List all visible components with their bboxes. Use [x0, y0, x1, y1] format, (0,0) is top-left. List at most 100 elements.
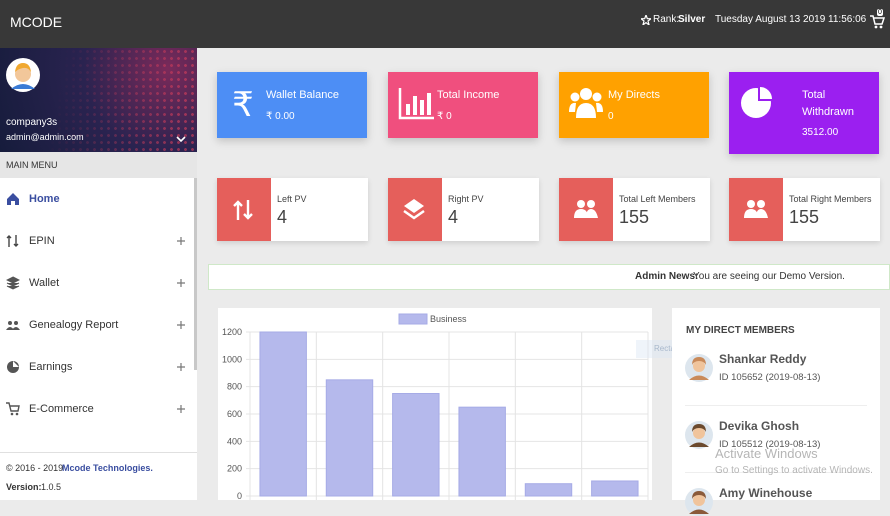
- rank-label: Rank:: [653, 14, 680, 25]
- stat-icon: [569, 88, 603, 118]
- bar: [524, 483, 573, 497]
- menu-item[interactable]: EPIN: [0, 220, 194, 262]
- member-avatar: [685, 421, 713, 449]
- menu-icon: [7, 193, 19, 205]
- expand-icon: [177, 321, 185, 329]
- stat-icon: [398, 88, 434, 120]
- datetime: Tuesday August 13 2019 11:56:06: [715, 14, 867, 25]
- legend-swatch: [398, 313, 428, 325]
- svg-text:₹: ₹: [232, 86, 254, 122]
- stat-title: Wallet Balance: [266, 89, 339, 101]
- y-tick-label: 400: [227, 436, 242, 446]
- menu-item[interactable]: E-Commerce: [0, 388, 194, 430]
- menu-label: Earnings: [29, 361, 73, 373]
- legend-label: Business: [430, 314, 467, 324]
- member-avatar: [685, 488, 713, 516]
- expand-icon: [177, 363, 185, 371]
- stat-card[interactable]: Total Income ₹ 0: [388, 72, 538, 138]
- member-name: Amy Winehouse: [719, 486, 813, 500]
- pv-card[interactable]: Total Left Members 155: [559, 178, 710, 241]
- version: 1.0.5: [41, 482, 62, 492]
- pv-card[interactable]: Total Right Members 155: [729, 178, 880, 241]
- menu-title: MAIN MENU: [0, 152, 197, 178]
- stat-icon: ₹: [232, 86, 254, 122]
- pv-title: Total Left Members: [619, 194, 696, 204]
- pv-title: Right PV: [448, 194, 484, 204]
- stat-value: ₹ 0.00: [266, 111, 295, 122]
- pv-value: 4: [448, 207, 459, 227]
- menu-label: EPIN: [29, 235, 55, 247]
- members-title: MY DIRECT MEMBERS: [686, 325, 795, 336]
- scrollbar[interactable]: [194, 178, 197, 370]
- pv-icon-box: [559, 178, 613, 241]
- pv-card[interactable]: Right PV 4: [388, 178, 539, 241]
- expand-icon: [177, 279, 185, 287]
- menu-icon: [7, 361, 19, 373]
- pv-icon: [744, 200, 768, 218]
- bar: [259, 331, 307, 497]
- menu-item[interactable]: Home: [0, 178, 194, 220]
- chart: 0 200 400 600 800 1000 1200 Business: [222, 313, 649, 501]
- brand[interactable]: MCODE: [10, 14, 63, 30]
- bar: [325, 379, 374, 497]
- pv-value: 4: [277, 207, 288, 227]
- stat-title: Total Withdrawn: [802, 89, 854, 118]
- menu-icon: [6, 321, 20, 330]
- pv-card[interactable]: Left PV 4: [217, 178, 368, 241]
- stat-value: 0: [608, 111, 614, 122]
- divider: [685, 472, 867, 473]
- menu-icon: [6, 276, 20, 290]
- chevron[interactable]: [176, 136, 186, 143]
- company-link[interactable]: Mcode Technologies.: [62, 463, 153, 473]
- stat-value: 3512.00: [802, 127, 839, 138]
- pv-icon-box: [729, 178, 783, 241]
- menu-label: Wallet: [29, 277, 60, 289]
- pv-icon: [403, 199, 425, 220]
- y-tick-label: 1200: [222, 327, 242, 337]
- menu-label: E-Commerce: [29, 403, 94, 415]
- copyright: © 2016 - 2019: [6, 463, 64, 473]
- divider: [685, 405, 867, 406]
- stat-value: ₹ 0: [437, 111, 452, 122]
- pv-icon: [233, 200, 253, 220]
- expand-icon: [177, 405, 185, 413]
- bar: [392, 393, 440, 497]
- news-label: Admin News:: [635, 271, 699, 282]
- pv-value: 155: [619, 207, 650, 227]
- y-tick-label: 800: [227, 382, 242, 392]
- stat-card[interactable]: My Directs 0: [559, 72, 709, 138]
- member-name: Devika Ghosh: [719, 419, 800, 433]
- stat-icon: [741, 87, 772, 118]
- menu-item[interactable]: Wallet: [0, 262, 194, 304]
- star-icon: [641, 15, 651, 25]
- menu-item[interactable]: Earnings: [0, 346, 194, 388]
- profile: company3s admin@admin.com: [0, 48, 197, 152]
- expand-icon: [177, 237, 185, 245]
- news-text: You are seeing our Demo Version.: [693, 271, 845, 282]
- stat-card[interactable]: ₹ Wallet Balance ₹ 0.00: [217, 72, 367, 138]
- stat-title: Total Income: [437, 89, 500, 101]
- member-avatar: [685, 354, 713, 382]
- chart-panel: 0 200 400 600 800 1000 1200 Business: [218, 308, 652, 501]
- version-label: Version:: [6, 482, 42, 492]
- pv-title: Left PV: [277, 194, 307, 204]
- bar: [458, 406, 506, 497]
- user-email: admin@admin.com: [6, 132, 84, 142]
- stat-card[interactable]: Total Withdrawn 3512.00: [729, 72, 879, 154]
- member-detail: ID 105512 (2019-08-13): [719, 439, 821, 450]
- bar: [591, 480, 639, 497]
- member-name: Shankar Reddy: [719, 352, 807, 366]
- top-bar: MCODE Rank: Silver Tuesday August 13 201…: [0, 0, 890, 48]
- avatar: [6, 58, 40, 92]
- pv-icon-box: [388, 178, 442, 241]
- menu-item[interactable]: Genealogy Report: [0, 304, 194, 346]
- menu-label: Genealogy Report: [29, 319, 119, 331]
- y-tick-label: 600: [227, 409, 242, 419]
- y-tick-label: 1000: [222, 354, 242, 364]
- member-detail: ID 105652 (2019-08-13): [719, 372, 821, 383]
- rank: Silver: [678, 14, 706, 25]
- pv-title: Total Right Members: [789, 194, 872, 204]
- cart-icon[interactable]: [869, 14, 885, 30]
- user-name: company3s: [6, 117, 58, 128]
- pv-value: 155: [789, 207, 820, 227]
